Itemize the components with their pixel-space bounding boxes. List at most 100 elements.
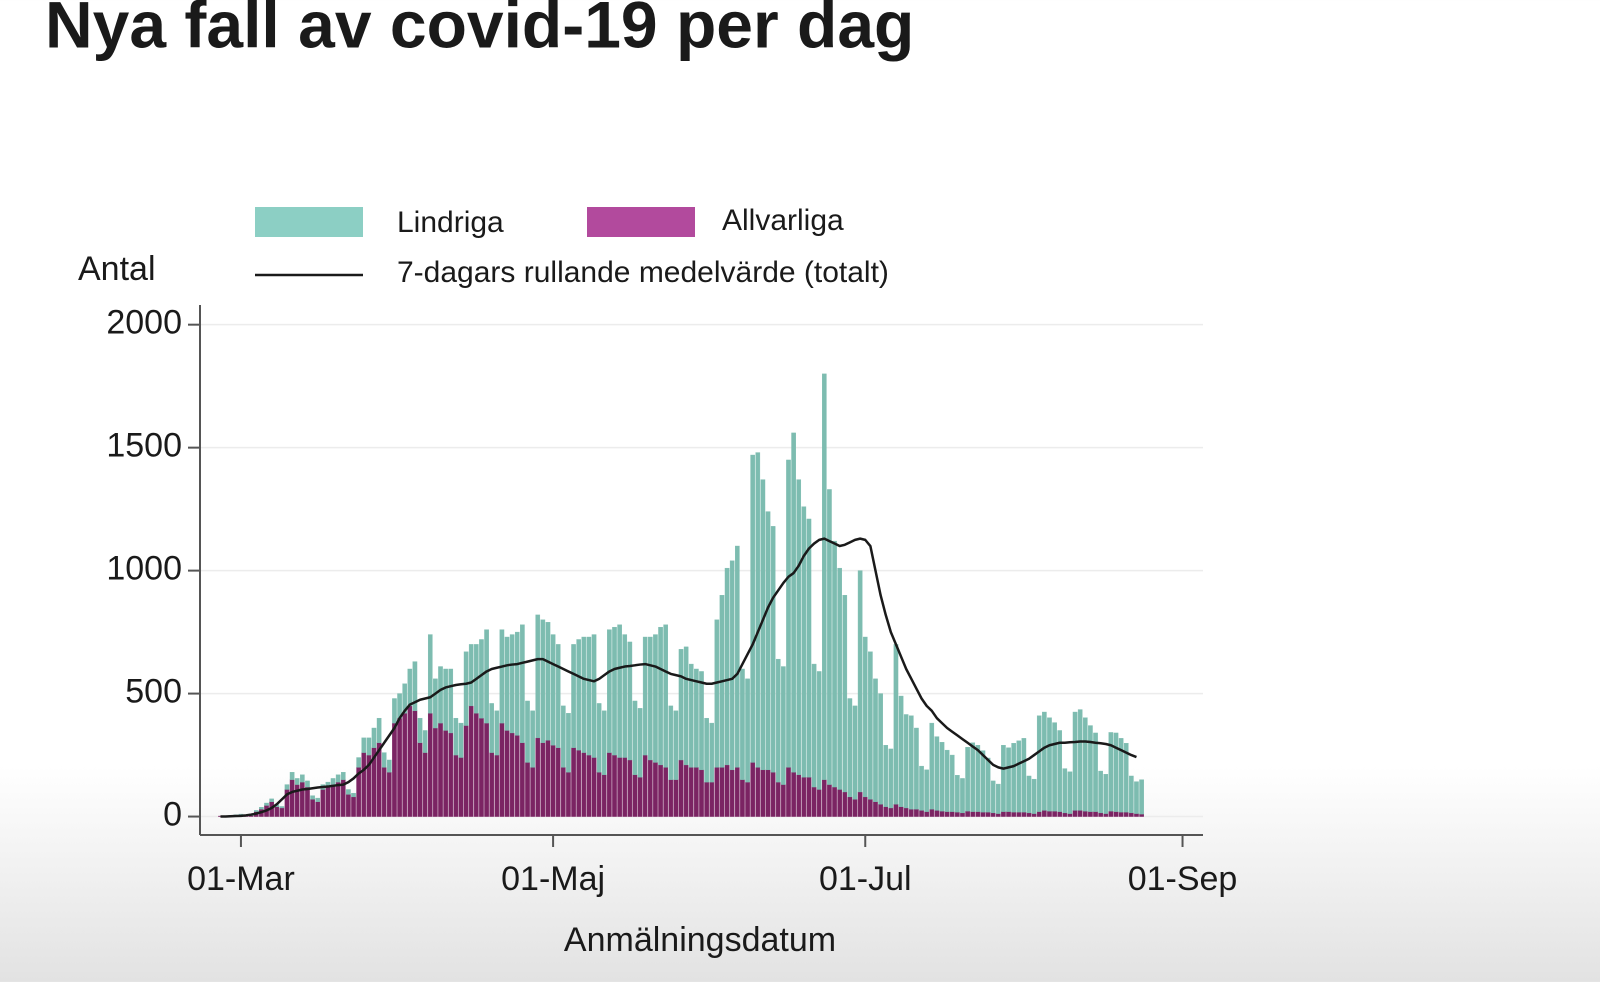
bar: [909, 808, 914, 817]
bar: [709, 781, 715, 817]
bar: [781, 666, 786, 785]
bar: [1118, 738, 1124, 813]
bar: [949, 754, 955, 812]
y-tick-label: 1000: [106, 550, 182, 588]
bar: [468, 705, 474, 817]
bar: [837, 567, 842, 790]
bar: [842, 595, 848, 793]
bar: [305, 786, 310, 817]
bar: [990, 780, 996, 814]
bar: [489, 752, 494, 817]
bar: [509, 732, 515, 817]
bar: [816, 671, 822, 790]
bar: [975, 811, 981, 817]
bar: [842, 791, 848, 817]
bar: [596, 772, 602, 817]
bar: [996, 783, 1001, 814]
bar: [970, 811, 976, 817]
bar: [1129, 812, 1134, 817]
bar: [960, 812, 965, 817]
bar: [1134, 813, 1139, 817]
bar: [438, 666, 443, 724]
bar: [653, 762, 658, 817]
bar: [458, 757, 464, 817]
bar: [453, 717, 459, 756]
bar: [1093, 732, 1098, 812]
bar: [1062, 812, 1068, 817]
bar: [264, 802, 269, 806]
bar: [463, 725, 469, 817]
bar: [340, 772, 346, 780]
bar: [1108, 732, 1114, 812]
bar: [1103, 774, 1109, 814]
bar: [924, 811, 929, 817]
bar: [939, 742, 945, 812]
bar: [888, 807, 894, 817]
bar: [944, 749, 950, 812]
bar: [545, 740, 551, 817]
bar: [484, 722, 489, 817]
bar: [489, 703, 494, 753]
bar: [407, 705, 413, 817]
bar: [688, 663, 694, 768]
legend-label: 7-dagars rullande medelvärde (totalt): [397, 256, 889, 289]
bar: [581, 752, 587, 817]
bar: [847, 698, 853, 798]
bar: [878, 804, 883, 817]
bar: [433, 678, 438, 729]
bar: [990, 812, 996, 817]
bar: [811, 663, 817, 788]
bar: [351, 796, 356, 817]
bar: [980, 750, 986, 813]
bar: [1103, 813, 1109, 817]
bar: [970, 742, 976, 812]
bar: [1001, 745, 1006, 812]
bar: [468, 644, 474, 707]
bar: [561, 767, 566, 817]
bar: [1062, 768, 1068, 814]
bar: [719, 767, 725, 817]
y-tick-label: 1500: [106, 427, 182, 465]
bar: [1016, 740, 1022, 813]
bar: [1031, 778, 1037, 814]
bar: [699, 671, 704, 771]
bar: [535, 737, 541, 817]
bar: [1077, 709, 1083, 811]
bar: [509, 634, 515, 734]
bar: [888, 748, 894, 809]
bar: [955, 775, 960, 813]
bar: [822, 373, 827, 780]
bar: [494, 710, 500, 756]
bar: [903, 807, 909, 817]
bar: [827, 784, 832, 817]
bar: [1072, 810, 1078, 817]
bar: [760, 769, 766, 817]
bar: [443, 730, 448, 817]
bar: [648, 636, 653, 761]
bar: [745, 678, 750, 783]
bar: [653, 634, 658, 763]
bar: [484, 629, 489, 724]
bar: [965, 810, 970, 817]
bar: [683, 764, 689, 817]
bar: [699, 769, 704, 817]
bar: [504, 730, 510, 817]
bar: [284, 784, 290, 790]
legend-swatch: [587, 207, 695, 237]
bar: [1036, 715, 1042, 812]
bar: [632, 700, 638, 775]
bar: [381, 767, 387, 817]
bar: [269, 798, 274, 802]
bar: [914, 727, 919, 810]
bar: [612, 626, 617, 756]
bar: [893, 644, 899, 805]
bar: [1108, 810, 1114, 817]
legend-label: Lindriga: [397, 206, 504, 239]
bar: [934, 736, 940, 811]
bar: [724, 567, 730, 766]
bar: [924, 769, 929, 812]
bar: [755, 452, 761, 768]
bar: [535, 614, 541, 739]
bar: [786, 459, 791, 768]
bar: [1026, 775, 1032, 814]
